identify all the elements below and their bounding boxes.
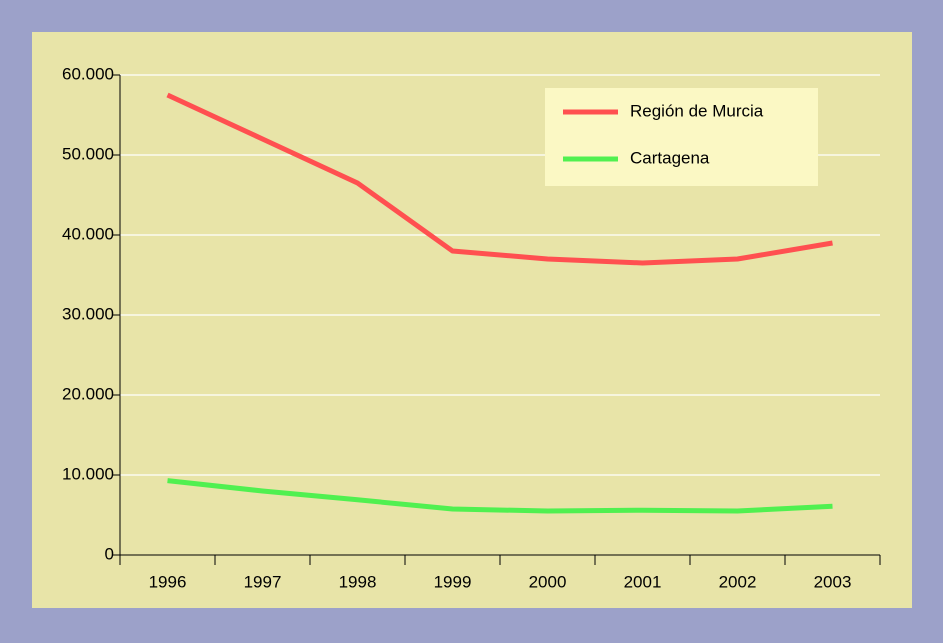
x-tick-label: 2002 bbox=[719, 572, 757, 591]
x-tick-label: 2003 bbox=[814, 572, 852, 591]
y-tick-label: 60.000 bbox=[62, 64, 114, 83]
y-tick-label: 20.000 bbox=[62, 384, 114, 403]
legend-label: Cartagena bbox=[630, 148, 710, 167]
legend-label: Región de Murcia bbox=[630, 101, 764, 120]
x-tick-label: 2001 bbox=[624, 572, 662, 591]
series-line bbox=[166, 92, 833, 266]
y-tick-label: 30.000 bbox=[62, 304, 114, 323]
legend-box bbox=[545, 88, 818, 186]
x-tick-label: 1998 bbox=[339, 572, 377, 591]
series-line bbox=[167, 478, 833, 514]
x-tick-label: 2000 bbox=[529, 572, 567, 591]
y-tick-label: 0 bbox=[105, 544, 114, 563]
x-tick-label: 1997 bbox=[244, 572, 282, 591]
y-tick-label: 10.000 bbox=[62, 464, 114, 483]
x-tick-label: 1996 bbox=[149, 572, 187, 591]
y-tick-label: 40.000 bbox=[62, 224, 114, 243]
y-tick-label: 50.000 bbox=[62, 144, 114, 163]
x-tick-label: 1999 bbox=[434, 572, 472, 591]
